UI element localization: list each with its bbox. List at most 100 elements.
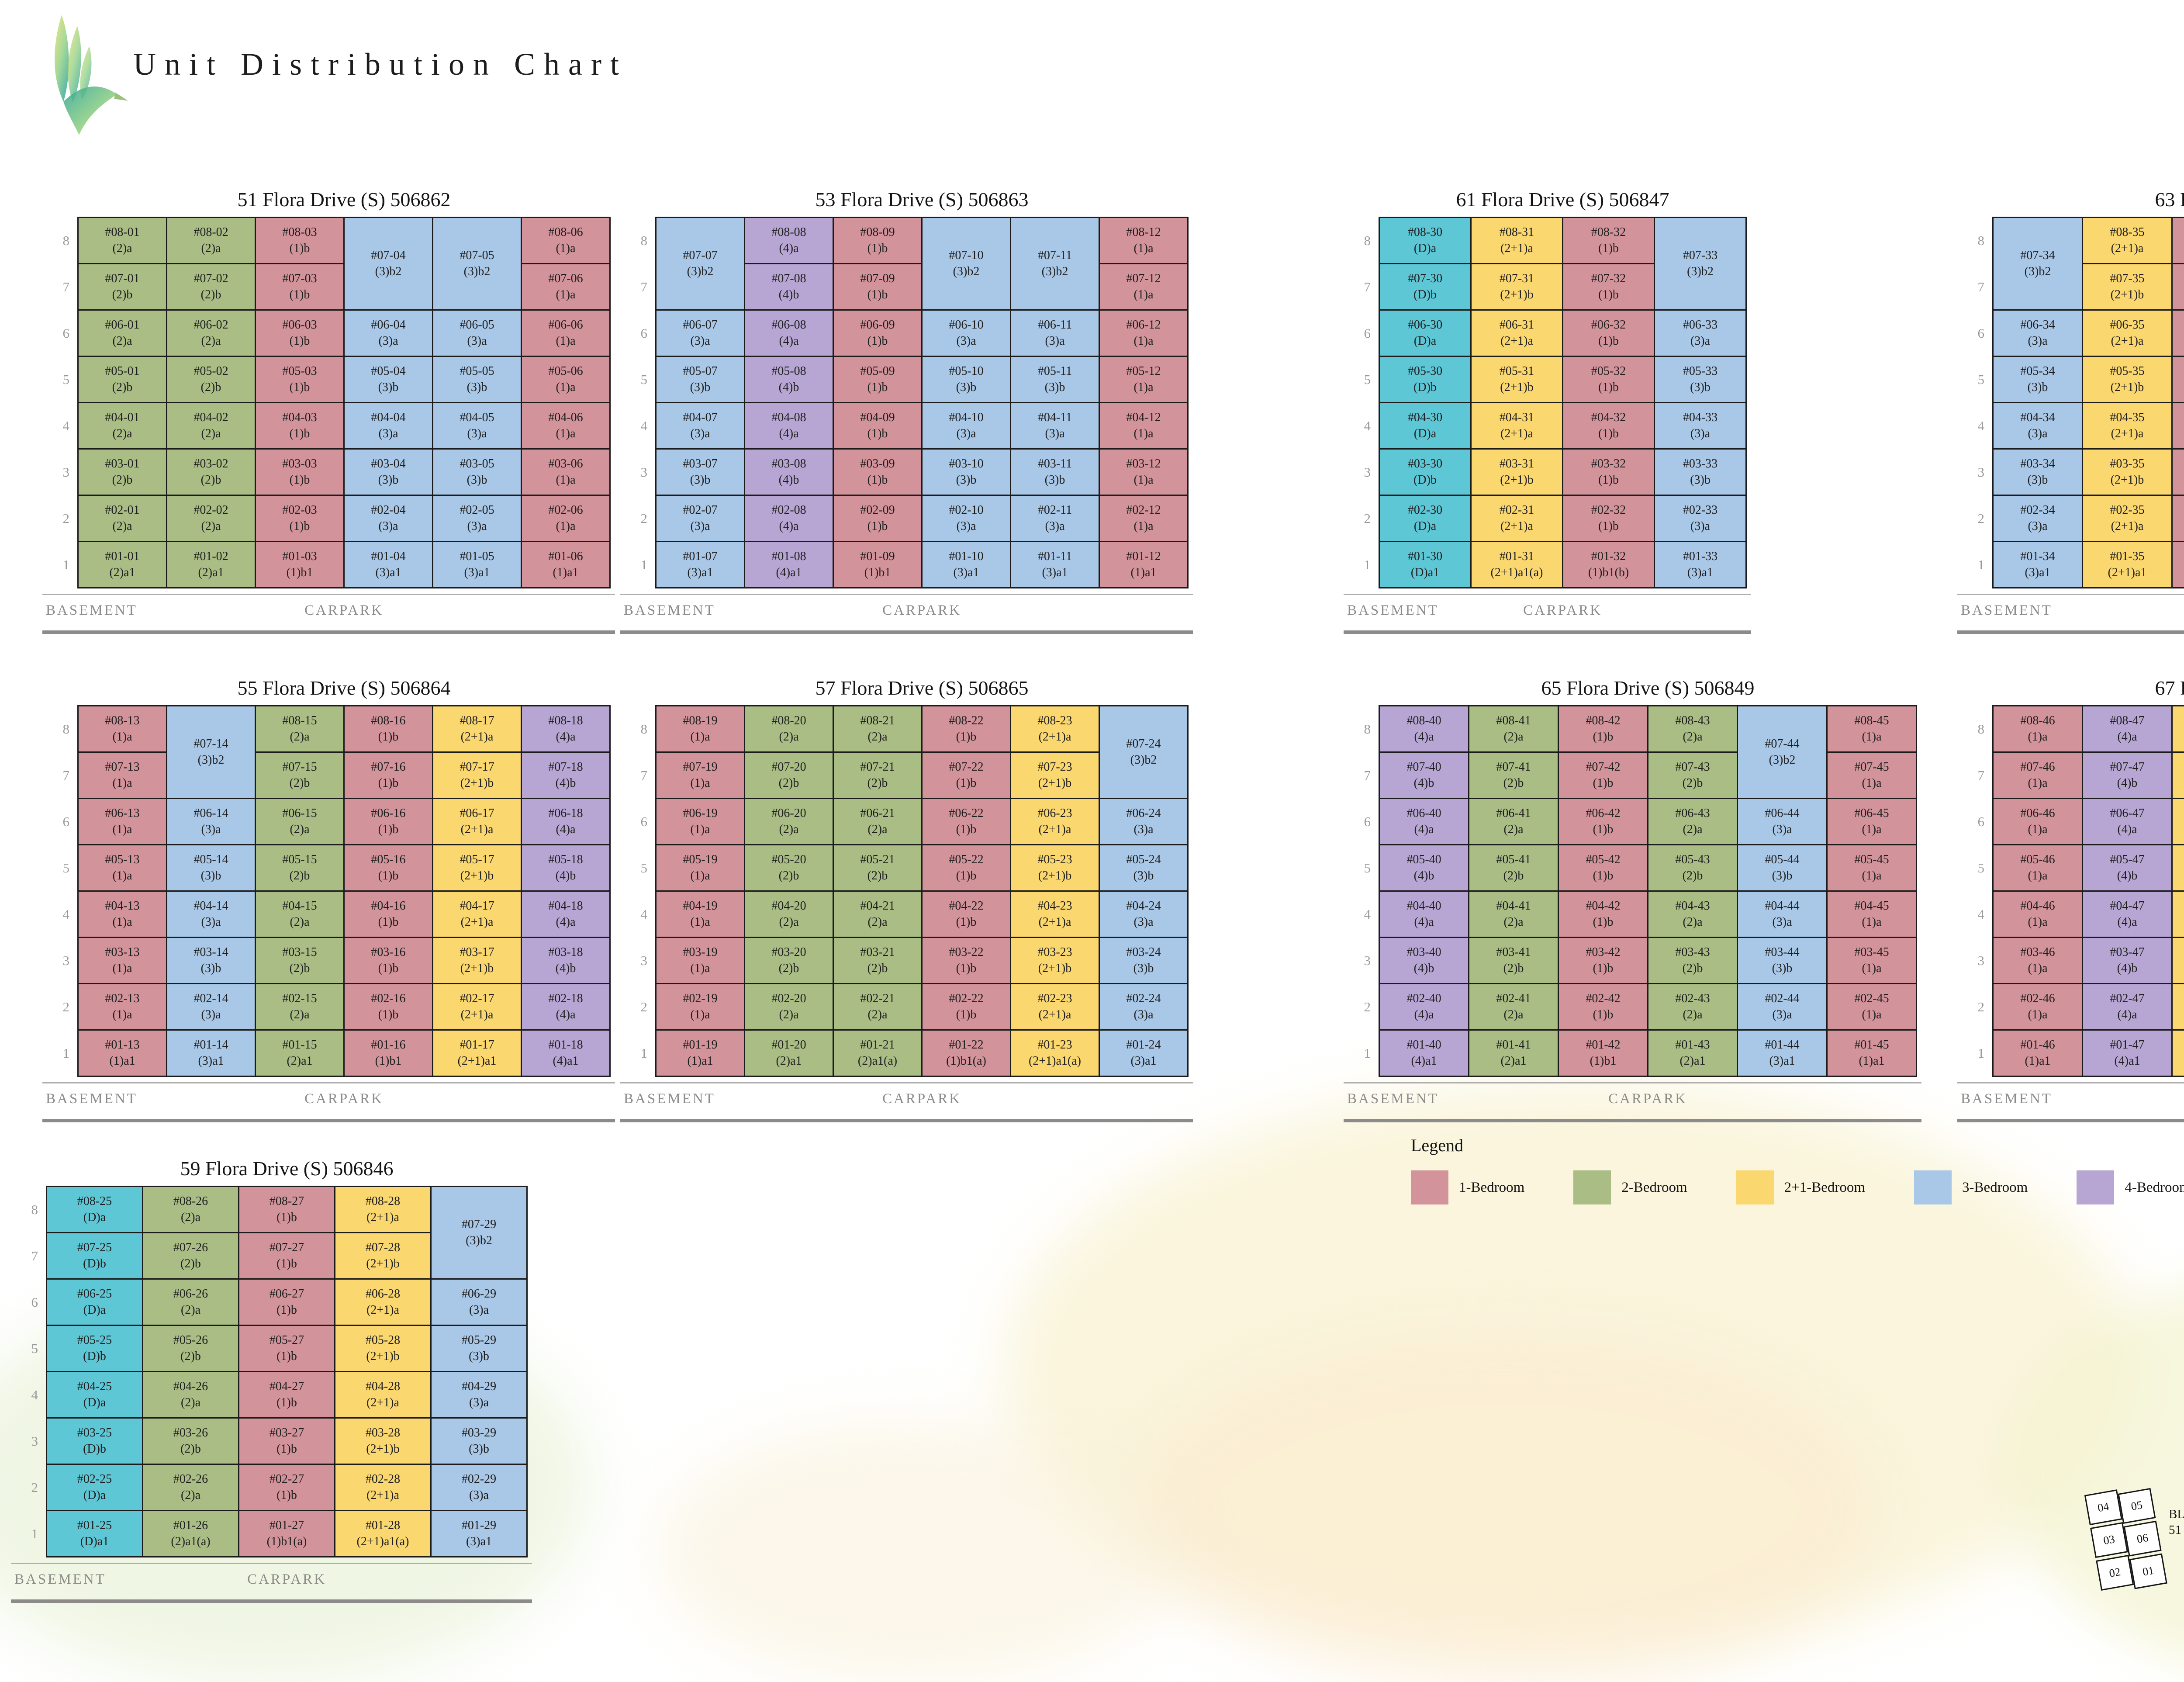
floor-label: 3 xyxy=(640,464,648,480)
unit-number: #08-40 xyxy=(1406,713,1441,727)
unit-cell: #03-12 (1)a xyxy=(1100,450,1187,495)
unit-number: #05-44 xyxy=(1765,852,1800,866)
unit-type: (3)a xyxy=(378,519,398,533)
unit-number: #01-01 xyxy=(105,549,140,563)
unit-cell: #01-32 (1)b1(b) xyxy=(1563,542,1654,587)
unit-cell: #05-23 (2+1)b xyxy=(1011,845,1099,890)
unit-cell: #01-10 (3)a1 xyxy=(923,542,1010,587)
unit-number: #02-27 xyxy=(269,1472,304,1486)
unit-number: #06-46 xyxy=(2020,806,2055,820)
unit-type: (2+1)a1 xyxy=(457,1054,497,1068)
unit-type: (1)b xyxy=(867,473,888,487)
unit-column: #08-08 (4)a #07-08 (4)b #06-08 (4)a #05-08 (4)b… xyxy=(745,218,833,587)
unit-cell: #05-36(1)b xyxy=(2173,357,2184,402)
unit-type: (2)a xyxy=(779,915,799,929)
unit-type: (2)a xyxy=(1503,915,1524,929)
unit-grid: #08-40 (4)a #07-40 (4)b #06-40 (4)a #05-40 (4)b… xyxy=(1379,705,1917,1077)
unit-type: (3)a xyxy=(1045,519,1065,533)
unit-type: (1)b xyxy=(378,730,399,744)
unit-type: (2)a xyxy=(779,730,799,744)
unit-cell: #07-13 (1)a xyxy=(79,753,166,798)
basement-line xyxy=(42,594,615,595)
basement-line xyxy=(42,1082,615,1083)
unit-number: #07-30 xyxy=(1407,271,1443,285)
unit-number: #06-22 xyxy=(949,806,984,820)
unit-type: (3)a1 xyxy=(2025,565,2051,579)
unit-type: (3)a xyxy=(1690,426,1711,440)
unit-cell: #01-34 (3)a1 xyxy=(1994,542,2082,587)
unit-type: (2+1)b xyxy=(1500,287,1534,301)
unit-cell: #01-07 (3)a1 xyxy=(657,542,744,587)
unit-type: (3)a1 xyxy=(1769,1054,1795,1068)
unit-cell: #05-18 (4)b xyxy=(522,845,609,890)
unit-number: #06-05 xyxy=(460,318,494,332)
unit-number: #05-31 xyxy=(1499,364,1534,378)
unit-cell: #07-32 (1)b xyxy=(1563,264,1654,309)
unit-type: (1)b xyxy=(276,1256,297,1270)
unit-cell: #08-26 (2)a xyxy=(143,1187,238,1232)
unit-type: (3)a xyxy=(1772,915,1792,929)
unit-type: (4)a xyxy=(2117,1007,2137,1021)
unit-type: (2)a xyxy=(201,334,221,348)
unit-number: #01-12 xyxy=(1126,549,1161,563)
unit-number: #08-22 xyxy=(949,713,984,727)
unit-number: #01-30 xyxy=(1407,549,1443,563)
unit-column: #08-19 (1)a #07-19 (1)a #06-19 (1)a #05-19 (1)a… xyxy=(657,706,744,1076)
unit-type: (3)b2 xyxy=(197,753,225,767)
basement-thick-line xyxy=(1957,1119,2184,1122)
floor-label: 8 xyxy=(1977,721,1985,737)
unit-number: #06-15 xyxy=(282,806,317,820)
unit-cell: #05-11 (3)b xyxy=(1011,357,1099,402)
unit-column: #08-23 (2+1)a #07-23 (2+1)b #06-23 (2+1)a #05-… xyxy=(1011,706,1099,1076)
unit-type: (1)b xyxy=(289,519,310,533)
unit-number: #05-45 xyxy=(1854,852,1889,866)
unit-type: (1)a xyxy=(2028,730,2048,744)
unit-number: #05-19 xyxy=(683,852,718,866)
site-unit: 05 xyxy=(2118,1488,2156,1524)
unit-type: (3)b2 xyxy=(466,1233,492,1247)
unit-type: (1)a xyxy=(556,519,576,533)
unit-number: #03-09 xyxy=(860,457,895,471)
unit-cell: #05-14 (3)b xyxy=(167,845,255,890)
unit-number: #03-26 xyxy=(173,1426,208,1440)
unit-type: (2+1)a xyxy=(1500,426,1533,440)
unit-number: #02-28 xyxy=(365,1472,401,1486)
unit-type: (2)a xyxy=(1683,915,1703,929)
unit-cell: #01-17 (2+1)a1 xyxy=(433,1031,521,1076)
unit-type: (2+1)b xyxy=(2110,380,2144,394)
unit-type: (1)b xyxy=(378,822,399,836)
unit-number: #04-35 xyxy=(2110,410,2145,424)
unit-cell: #02-21 (2)a xyxy=(834,984,921,1029)
unit-column: #08-28 (2+1)a #07-28 (2+1)b #06-28 (2+1)a #05-… xyxy=(335,1187,430,1556)
unit-cell: #07-23 (2+1)b xyxy=(1011,753,1099,798)
unit-cell: #04-09 (1)b xyxy=(834,403,921,448)
unit-number: #06-06 xyxy=(548,318,583,332)
unit-type: (2)a xyxy=(867,822,888,836)
unit-type: (2)a xyxy=(1683,1007,1703,1021)
unit-number: #04-08 xyxy=(771,410,806,424)
unit-number: #01-14 xyxy=(194,1038,228,1052)
unit-cell: #07-07 (3)b2 xyxy=(657,218,744,309)
unit-cell: #01-15 (2)a1 xyxy=(256,1031,343,1076)
unit-cell: #04-11 (3)a xyxy=(1011,403,1099,448)
unit-grid: #08-01 (2)a #07-01 (2)b #06-01 (2)a #05-01 (2)b… xyxy=(77,217,611,588)
unit-number: #02-17 xyxy=(460,991,494,1005)
unit-type: (2+1)a xyxy=(1038,822,1071,836)
unit-type: (2)a1 xyxy=(109,565,135,579)
unit-number: #07-17 xyxy=(460,760,494,774)
unit-cell: #02-30 (D)a xyxy=(1380,496,1470,541)
unit-cell: #06-33 (3)a xyxy=(1655,311,1745,356)
unit-cell: #03-31 (2+1)b xyxy=(1472,450,1562,495)
unit-number: #01-45 xyxy=(1854,1038,1889,1052)
unit-type: (1)a xyxy=(1133,473,1154,487)
unit-cell: #04-45 (1)a xyxy=(1828,892,1916,937)
unit-type: (3)a xyxy=(690,426,710,440)
unit-type: (4)a xyxy=(779,334,799,348)
unit-type: (2)a1(a) xyxy=(857,1054,898,1068)
building-title: 59 Flora Drive (S) 506846 xyxy=(180,1157,394,1180)
unit-number: #01-16 xyxy=(371,1038,406,1052)
unit-number: #07-01 xyxy=(105,271,140,285)
unit-number: #04-17 xyxy=(460,899,494,913)
unit-type: (2+1)b xyxy=(1038,869,1072,883)
unit-type: (4)a1 xyxy=(1411,1054,1437,1068)
